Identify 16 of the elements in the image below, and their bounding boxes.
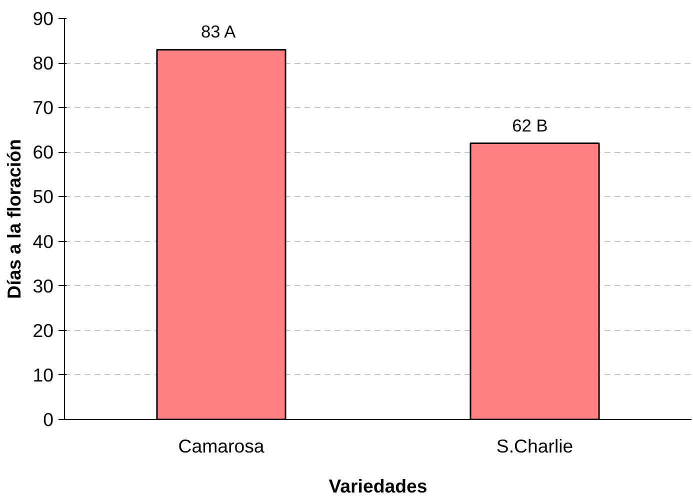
y-tick-label: 80 (32, 52, 54, 74)
y-tick-label: 20 (32, 320, 54, 341)
data-label: 83 A (201, 22, 236, 42)
y-tick-label: 10 (32, 364, 54, 386)
y-tick-label: 0 (43, 409, 54, 430)
y-tick-label: 70 (32, 97, 54, 118)
y-tick-label: 40 (32, 230, 54, 252)
y-tick-label: 50 (32, 186, 54, 208)
y-tick-label: 30 (32, 275, 54, 296)
x-tick-label: Camarosa (178, 436, 265, 456)
y-tick-label: 90 (32, 8, 54, 29)
x-tick-label: S.Charlie (496, 436, 574, 456)
y-tick-label: 60 (32, 142, 54, 163)
x-axis-title: Variedades (328, 476, 428, 496)
y-axis-title: Días a la floración (4, 139, 25, 299)
data-label: 62 B (512, 115, 548, 136)
